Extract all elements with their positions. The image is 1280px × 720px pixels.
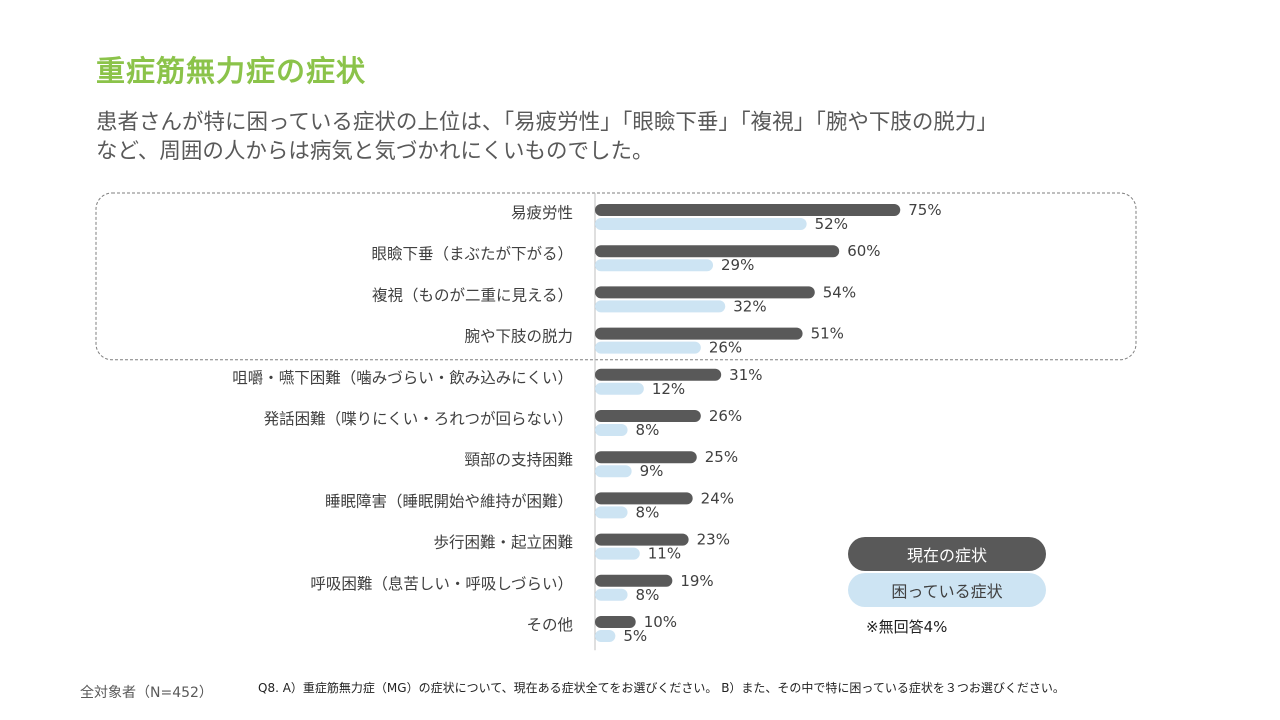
data-label-current: 75% bbox=[908, 201, 941, 219]
data-label-current: 19% bbox=[680, 572, 713, 590]
data-label-current: 51% bbox=[811, 325, 844, 343]
sample-size: 全対象者（N=452） bbox=[80, 685, 213, 701]
top-symptoms-highlight-box bbox=[95, 192, 1137, 361]
no-answer-note: ※無回答4% bbox=[866, 618, 948, 636]
bar-trouble bbox=[595, 300, 726, 313]
legend-current-symptoms: 現在の症状 bbox=[848, 537, 1046, 571]
bar-trouble bbox=[595, 630, 616, 642]
bar-current bbox=[595, 492, 693, 505]
data-label-current: 31% bbox=[729, 366, 762, 384]
bar-trouble bbox=[595, 382, 644, 395]
category-label: 眼瞼下垂（まぶたが下がる） bbox=[371, 244, 573, 263]
subtitle-line-2: など、周囲の人からは病気と気づかれにくいものでした。 bbox=[96, 139, 654, 164]
bar-trouble bbox=[595, 218, 807, 230]
question-text: Q8. A）重症筋無力症（MG）の症状について、現在ある症状全てをお選びください… bbox=[258, 681, 1065, 695]
bar-current bbox=[595, 451, 697, 464]
data-label-current: 25% bbox=[705, 448, 738, 466]
data-label-current: 23% bbox=[697, 531, 730, 549]
bar-trouble bbox=[595, 547, 640, 560]
data-label-trouble: 11% bbox=[648, 545, 681, 563]
bar-current bbox=[595, 616, 636, 628]
category-label: 易疲労性 bbox=[511, 204, 573, 222]
bar-trouble bbox=[595, 259, 714, 272]
data-label-current: 26% bbox=[709, 407, 742, 425]
bar-current bbox=[595, 410, 701, 422]
category-label: 複視（ものが二重に見える） bbox=[372, 286, 573, 304]
subtitle: 患者さんが特に困っている症状の上位は、「易疲労性」「眼瞼下垂」「複視」「腕や下肢… bbox=[96, 108, 1216, 166]
bar-current bbox=[595, 574, 673, 587]
data-label-current: 54% bbox=[823, 283, 856, 301]
bar-current bbox=[595, 368, 722, 381]
category-label: 発話困難（喋りにくい・ろれつが回らない） bbox=[264, 410, 573, 428]
bar-trouble bbox=[595, 341, 701, 354]
data-label-trouble: 12% bbox=[652, 380, 685, 398]
data-label-trouble: 32% bbox=[733, 297, 766, 315]
bar-current bbox=[595, 286, 815, 299]
category-label: 呼吸困難（息苦しい・呼吸しづらい） bbox=[310, 575, 573, 593]
category-label: 歩行困難・起立困難 bbox=[433, 534, 573, 552]
bar-current bbox=[595, 533, 689, 546]
data-label-trouble: 8% bbox=[636, 421, 660, 439]
data-label-trouble: 52% bbox=[815, 215, 848, 233]
category-label: 頸部の支持困難 bbox=[464, 451, 573, 469]
bar-trouble bbox=[595, 465, 632, 478]
category-label: 睡眠障害（睡眠開始や維持が困難） bbox=[325, 492, 573, 510]
bar-trouble bbox=[595, 424, 628, 436]
data-label-current: 10% bbox=[644, 613, 677, 631]
legend-troubling-symptoms: 困っている症状 bbox=[848, 573, 1046, 607]
bar-current bbox=[595, 245, 840, 258]
data-label-current: 24% bbox=[701, 489, 734, 507]
bar-trouble bbox=[595, 588, 628, 601]
bar-current bbox=[595, 204, 901, 216]
subtitle-line-1: 患者さんが特に困っている症状の上位は、「易疲労性」「眼瞼下垂」「複視」「腕や下肢… bbox=[96, 110, 998, 135]
category-label: 腕や下肢の脱力 bbox=[464, 328, 573, 346]
data-label-trouble: 5% bbox=[623, 627, 647, 645]
data-label-trouble: 8% bbox=[636, 586, 660, 604]
bar-trouble bbox=[595, 506, 628, 519]
data-label-trouble: 29% bbox=[721, 256, 754, 274]
category-label: その他 bbox=[526, 616, 573, 634]
data-label-trouble: 8% bbox=[636, 503, 660, 521]
data-label-trouble: 9% bbox=[640, 462, 664, 480]
data-label-trouble: 26% bbox=[709, 339, 742, 357]
page-title: 重症筋無力症の症状 bbox=[96, 54, 367, 88]
category-label: 咀嚼・嚥下困難（噛みづらい・飲み込みにくい） bbox=[232, 369, 573, 387]
bar-current bbox=[595, 327, 803, 340]
data-label-current: 60% bbox=[847, 242, 880, 260]
